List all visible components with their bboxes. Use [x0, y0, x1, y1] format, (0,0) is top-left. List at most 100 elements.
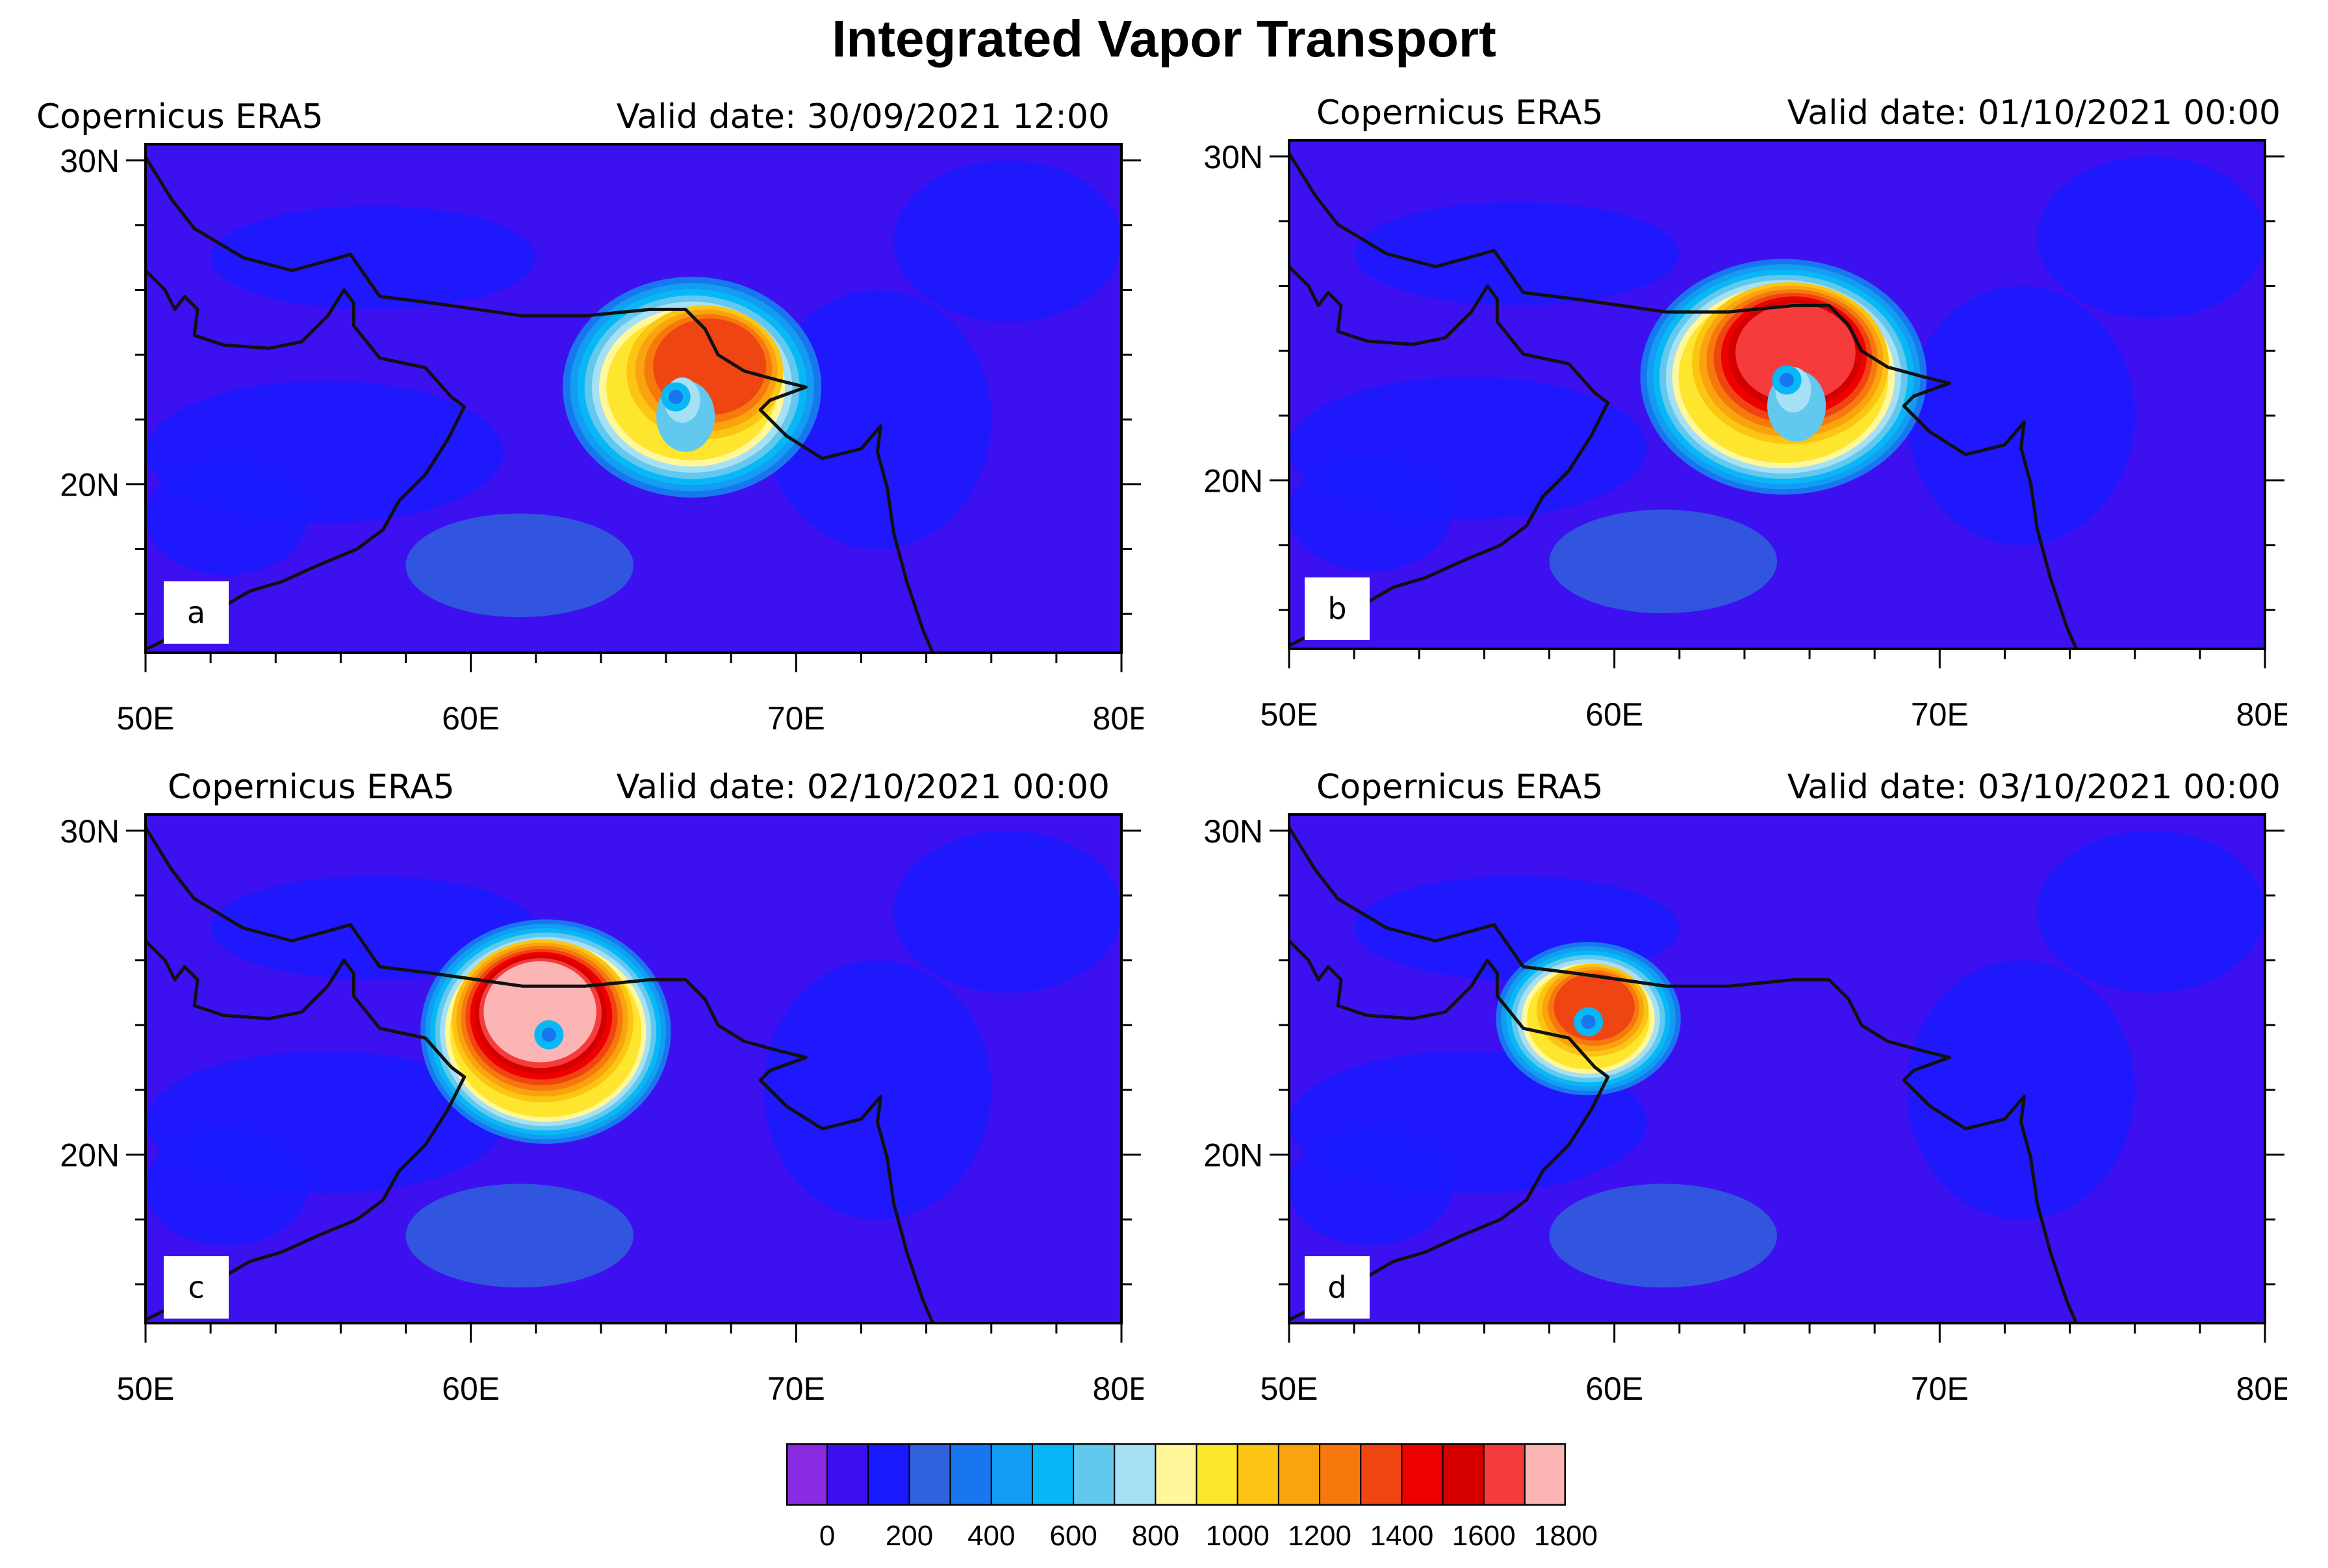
colorbar-label: 0 [819, 1520, 836, 1552]
map-plot-d: 50E 60E 70E 80E 30N 20N [1203, 813, 2287, 1407]
lon-tick-label: 60E [1585, 696, 1643, 733]
panel-b-valid-date: Valid date: 01/10/2021 00:00 [1787, 94, 2281, 133]
colorbar-label: 1600 [1452, 1520, 1516, 1552]
ivt-patch [893, 160, 1121, 323]
lon-tick-label: 50E [1260, 696, 1318, 733]
lon-tick-label: 50E [117, 700, 175, 737]
colorbar-labels: 0 200 400 600 800 1000 1200 1400 1600 1800 [786, 1520, 1598, 1559]
coastline-iran-india [146, 156, 934, 653]
lon-tick-label: 70E [767, 700, 825, 737]
lat-tick-label: 20N [1203, 1137, 1263, 1174]
lon-tick-label: 50E [1260, 1371, 1318, 1407]
coastline-arabia [1289, 265, 1610, 648]
lon-tick-label: 80E [1093, 1371, 1144, 1407]
lat-tick-label: 30N [1203, 139, 1263, 175]
map-frame [1288, 139, 2266, 650]
colorbar-swatch [1236, 1443, 1279, 1506]
figure-title: Integrated Vapor Transport [832, 10, 1496, 68]
map-plot-a: 50E 60E 70E 80E 30N 20N [60, 143, 1144, 737]
map-panel-c: 50E 60E 70E 80E 30N 20N Copernicus ERA5 Valid… [0, 768, 1144, 1417]
lon-tick-label: 80E [1093, 700, 1144, 737]
colorbar-swatch [1277, 1443, 1321, 1506]
colorbar-swatch [908, 1443, 951, 1506]
panel-c-source: Copernicus ERA5 [168, 768, 455, 807]
lat-tick-label: 20N [1203, 463, 1263, 499]
lat-tick-label: 30N [60, 813, 120, 850]
coastline-iran-india [1289, 152, 2078, 649]
ivt-patch [763, 290, 991, 550]
colorbar-swatch [1360, 1443, 1403, 1506]
lon-tick-label: 60E [1585, 1371, 1643, 1407]
ivt-patch [146, 1128, 309, 1246]
colorbar-swatch [949, 1443, 992, 1506]
ivt-patch [211, 876, 536, 980]
colorbar-label: 1200 [1288, 1520, 1351, 1552]
colorbar-swatch [1401, 1443, 1444, 1506]
coastline-arabia [1289, 939, 1610, 1322]
colorbar-label: 800 [1131, 1520, 1180, 1552]
panel-a-letter: a [164, 581, 229, 644]
panel-d-source: Copernicus ERA5 [1316, 768, 1604, 807]
storm-eye-center [669, 390, 684, 404]
colorbar-swatch [1524, 1443, 1566, 1506]
colorbar-swatch [1073, 1443, 1116, 1506]
ivt-patch [1289, 454, 1452, 572]
lon-tick-label: 60E [442, 1371, 500, 1407]
map-panel-a: 50E 60E 70E 80E 30N 20N Copernicus ERA5 Valid… [0, 97, 1144, 747]
lon-tick-label: 70E [767, 1371, 825, 1407]
colorbar-swatch [786, 1443, 828, 1506]
lon-tick-label: 70E [1911, 1371, 1969, 1407]
ivt-patch [1289, 1128, 1452, 1246]
ivt-patch [2037, 156, 2265, 319]
lon-tick-label: 50E [117, 1371, 175, 1407]
colorbar-label: 200 [885, 1520, 934, 1552]
lon-tick-label: 80E [2236, 696, 2287, 733]
ivt-patch [1907, 286, 2135, 546]
map-plot-b: 50E 60E 70E 80E 30N 20N [1203, 139, 2287, 733]
colorbar-swatch [1031, 1443, 1075, 1506]
lon-tick-label: 80E [2236, 1371, 2287, 1407]
panel-a-source: Copernicus ERA5 [36, 97, 324, 136]
storm-eye-center [541, 1028, 556, 1043]
coastline-iran-india [146, 826, 934, 1323]
colorbar-swatch [990, 1443, 1033, 1506]
coastline-arabia [146, 269, 467, 651]
lon-tick-label: 60E [442, 700, 500, 737]
colorbar-swatch [1155, 1443, 1197, 1506]
colorbar-label: 600 [1049, 1520, 1097, 1552]
panel-c-valid-date: Valid date: 02/10/2021 00:00 [616, 768, 1110, 807]
colorbar-label: 1800 [1534, 1520, 1598, 1552]
colorbar-swatch [867, 1443, 910, 1506]
ivt-patch [146, 458, 309, 575]
lat-tick-label: 30N [60, 143, 120, 179]
panel-d-letter: d [1305, 1256, 1370, 1319]
lat-tick-label: 30N [1203, 813, 1263, 850]
ivt-contour-1600 [1735, 303, 1856, 403]
map-plot-c: 50E 60E 70E 80E 30N 20N [60, 813, 1144, 1407]
ivt-patch [763, 960, 991, 1220]
map-panel-d: 50E 60E 70E 80E 30N 20N Copernicus ERA5 Valid… [1144, 768, 2287, 1417]
map-frame [144, 813, 1123, 1324]
colorbar-swatch [1319, 1443, 1362, 1506]
ivt-patch [1549, 509, 1777, 614]
colorbar-label: 1400 [1370, 1520, 1434, 1552]
panel-d-valid-date: Valid date: 03/10/2021 00:00 [1787, 768, 2281, 807]
coastline-arabia [146, 939, 467, 1322]
colorbar-label: 1000 [1205, 1520, 1270, 1552]
panel-a-valid-date: Valid date: 30/09/2021 12:00 [616, 97, 1110, 136]
map-frame [144, 143, 1123, 654]
ivt-patch [893, 830, 1121, 993]
ivt-patch [405, 1183, 633, 1288]
panel-c-letter: c [164, 1256, 229, 1319]
colorbar [786, 1443, 1566, 1506]
lon-tick-label: 70E [1911, 696, 1969, 733]
ivt-patch [211, 205, 536, 310]
ivt-patch [405, 513, 633, 618]
colorbar-frame [786, 1443, 1566, 1506]
colorbar-swatch [1483, 1443, 1526, 1506]
coastline-iran-india [1289, 826, 2078, 1323]
panel-b-source: Copernicus ERA5 [1316, 94, 1604, 133]
map-frame [1288, 813, 2266, 1324]
ivt-patch [1354, 201, 1680, 306]
colorbar-swatch [1196, 1443, 1238, 1506]
